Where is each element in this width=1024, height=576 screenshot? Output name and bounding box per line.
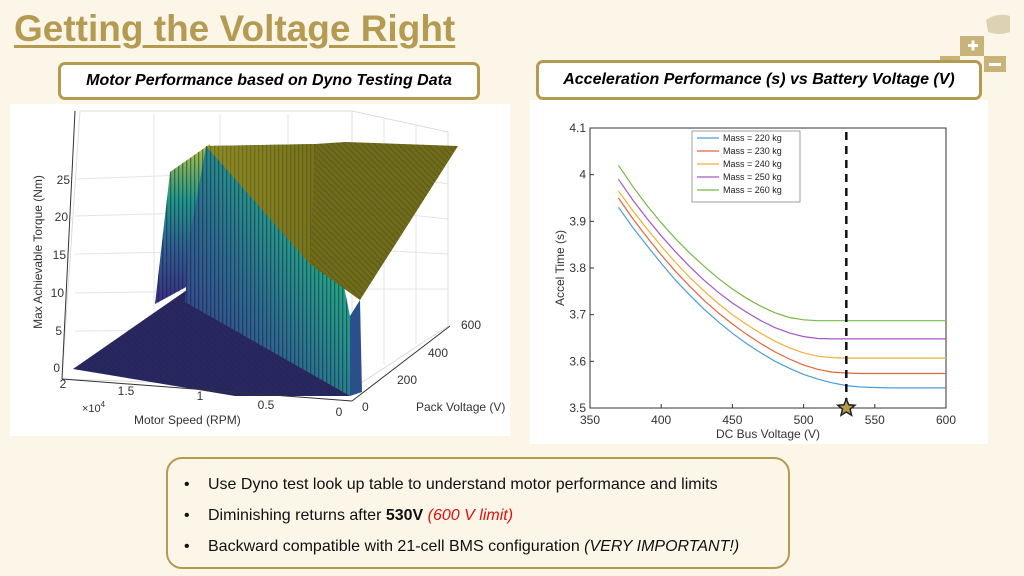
x-tick: 1.5	[118, 384, 135, 398]
z-tick: 25	[57, 173, 71, 187]
z-tick: 0	[53, 361, 60, 375]
surface-plot-svg: 0 5 10 15 20 25 Max Achievable Torque (N…	[31, 110, 505, 427]
x-tick-label: 350	[580, 413, 600, 427]
bullet-emphasis: 530V	[385, 506, 424, 524]
summary-bullets: • Use Dyno test look up table to underst…	[166, 457, 790, 569]
logo-icon	[940, 14, 1010, 72]
legend-entry: Mass = 240 kg	[723, 159, 782, 169]
bullet-note: (VERY IMPORTANT!)	[584, 537, 740, 555]
y-tick-label: 4	[579, 168, 586, 182]
y-axis-label: Pack Voltage (V)	[416, 400, 505, 414]
x-axis-ticks: 2 1.5 1 0.5 0	[60, 377, 343, 419]
bullet-limit-note: (600 V limit)	[427, 506, 514, 524]
bullet-text: Backward compatible with 21-cell BMS con…	[208, 537, 740, 555]
chart-xlabel: DC Bus Voltage (V)	[716, 427, 820, 441]
accel-line-chart: 350 400 450 500 550 600 3.5 3.6 3.7 3.8 3.9 4 4.1 M…	[553, 121, 956, 441]
x-axis-label: Motor Speed (RPM)	[134, 413, 241, 427]
series-line	[618, 206, 946, 389]
x-tick-label: 400	[651, 413, 671, 427]
z-tick: 10	[51, 286, 65, 300]
x-axis-multiplier: ×104	[82, 400, 106, 415]
accel-chart-panel: 350 400 450 500 550 600 3.5 3.6 3.7 3.8 3.9 4 4.1 M…	[530, 100, 988, 444]
y-tick: 0	[362, 400, 369, 414]
motor-chart-caption: Motor Performance based on Dyno Testing …	[58, 62, 480, 100]
y-tick-label: 4.1	[569, 121, 586, 135]
series-line	[618, 197, 946, 375]
x-tick-label: 550	[865, 413, 885, 427]
z-axis-label: Max Achievable Torque (Nm)	[31, 175, 45, 329]
y-tick-label: 3.6	[569, 354, 586, 368]
motor-surface-plot: 0 5 10 15 20 25 Max Achievable Torque (N…	[10, 104, 510, 436]
x-tick-label: 500	[794, 413, 814, 427]
bullet-text: Use Dyno test look up table to understan…	[208, 475, 718, 493]
x-tick: 0	[336, 405, 343, 419]
z-tick: 20	[55, 210, 69, 224]
y-tick-label: 3.8	[569, 261, 586, 275]
series-line	[618, 164, 946, 322]
x-tick: 0.5	[258, 398, 275, 412]
series-line	[618, 190, 946, 359]
z-axis-ticks: 0 5 10 15 20 25	[51, 173, 71, 375]
y-tick: 400	[428, 346, 448, 360]
bullet-dot: •	[184, 475, 190, 493]
bullet-item: • Backward compatible with 21-cell BMS c…	[180, 531, 778, 562]
z-tick: 15	[53, 248, 67, 262]
chart-ylabel: Accel Time (s)	[553, 230, 567, 306]
legend-entry: Mass = 260 kg	[723, 185, 782, 195]
y-axis-ticks: 0 200 400 600	[362, 318, 481, 414]
surface-axes	[61, 110, 451, 402]
legend-entry: Mass = 230 kg	[723, 146, 782, 156]
x-tick-label: 600	[936, 413, 956, 427]
y-tick-label: 3.7	[569, 308, 586, 322]
y-tick-label: 3.5	[569, 401, 586, 415]
bullet-dot: •	[184, 537, 190, 555]
star-marker-icon	[835, 397, 857, 417]
legend-entry: Mass = 220 kg	[723, 133, 782, 143]
legend-entry: Mass = 250 kg	[723, 172, 782, 182]
x-tick-label: 450	[722, 413, 742, 427]
z-tick: 5	[55, 324, 62, 338]
y-tick: 200	[397, 373, 417, 387]
x-tick: 2	[60, 377, 67, 391]
y-tick: 600	[461, 318, 481, 332]
slide-title: Getting the Voltage Right	[14, 8, 456, 49]
bullet-dot: •	[184, 506, 190, 524]
series-line	[618, 178, 946, 340]
accel-chart-caption: Acceleration Performance (s) vs Battery …	[536, 60, 982, 100]
bullet-item: • Diminishing returns after 530V (600 V …	[180, 500, 778, 531]
y-tick-label: 3.9	[569, 214, 586, 228]
bullet-text: Diminishing returns after 530V (600 V li…	[208, 506, 514, 524]
x-tick: 1	[197, 389, 204, 403]
bullet-item: • Use Dyno test look up table to underst…	[180, 469, 778, 500]
